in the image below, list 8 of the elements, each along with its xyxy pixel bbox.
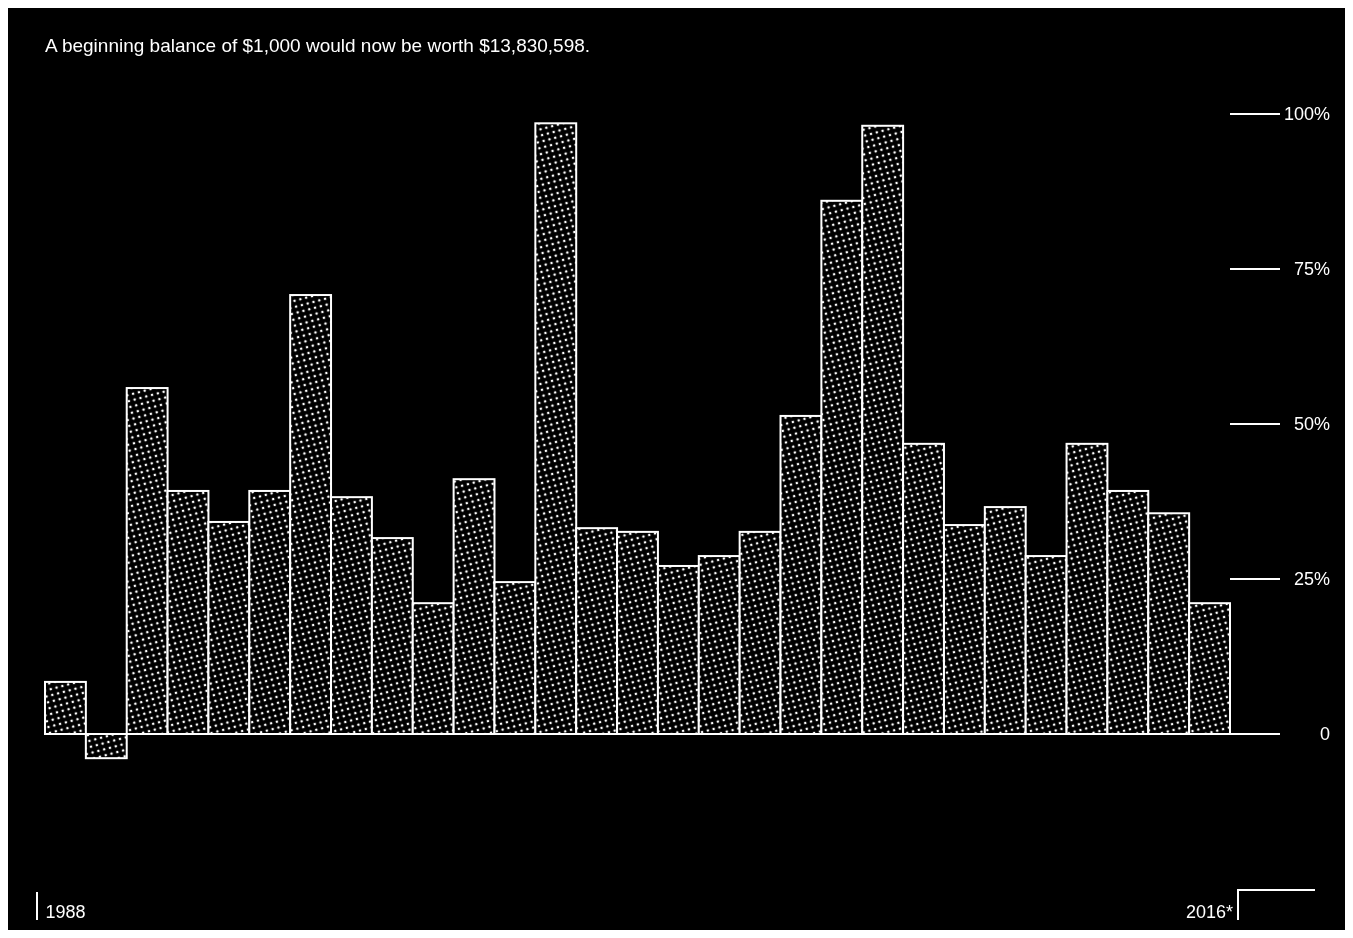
x-tick-label: 1988	[45, 902, 86, 922]
y-tick-label: 50%	[1293, 414, 1330, 435]
y-tick-label: 100%	[1283, 104, 1330, 125]
x-tick-label: 2016*	[1186, 902, 1234, 922]
y-tick-label: 0	[1319, 724, 1330, 745]
y-tick-label: 75%	[1293, 259, 1330, 280]
chart-title: A beginning balance of $1,000 would now be worth $13,830,598.	[45, 35, 591, 56]
y-tick-label: 25%	[1293, 569, 1330, 590]
